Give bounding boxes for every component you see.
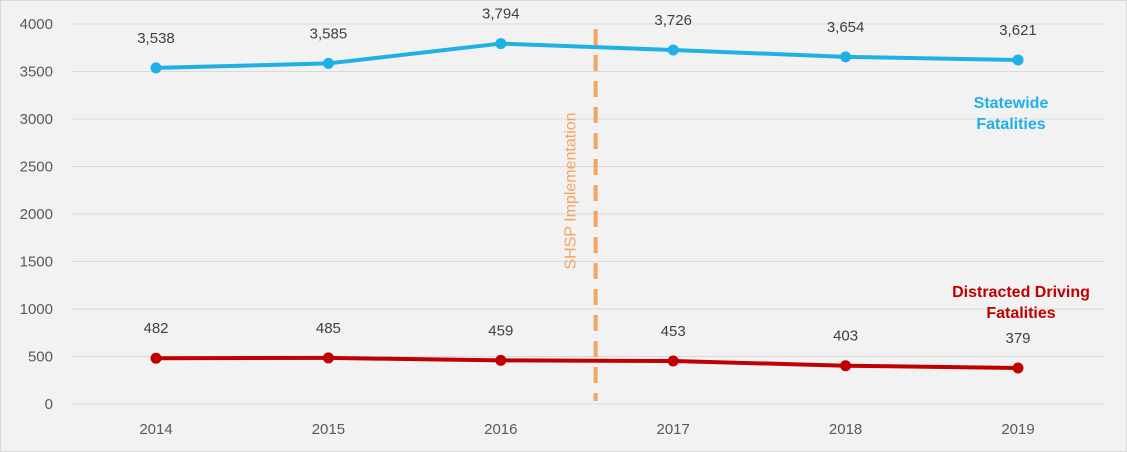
series-1-label-2017: 453 bbox=[661, 323, 686, 340]
series-line-0 bbox=[154, 41, 1020, 70]
series-1-label-2015: 485 bbox=[316, 320, 341, 337]
y-tick-label-2500: 2500 bbox=[20, 159, 53, 176]
series-name-line-0-0: Statewide bbox=[974, 95, 1049, 112]
series-0-label-2015: 3,585 bbox=[310, 25, 348, 42]
x-tick-label-2018: 2018 bbox=[829, 421, 862, 438]
series-1-label-2016: 459 bbox=[488, 322, 513, 339]
series-1-label-2014: 482 bbox=[143, 320, 168, 337]
series-name-line-1-0: Distracted Driving bbox=[952, 284, 1090, 301]
x-tick-label-2015: 2015 bbox=[312, 421, 345, 438]
series-0-label-2017: 3,726 bbox=[654, 12, 692, 29]
series-0-label-2019: 3,621 bbox=[999, 22, 1037, 39]
series-name-label-1: Distracted Driving Fatalities bbox=[952, 284, 1090, 322]
y-tick-label-4000: 4000 bbox=[20, 16, 53, 33]
series-1-point-2016 bbox=[495, 354, 507, 366]
series bbox=[150, 38, 1024, 374]
series-1-point-2017 bbox=[667, 355, 679, 367]
y-tick-label-1500: 1500 bbox=[20, 254, 53, 271]
annotations: SHSP Implementation bbox=[563, 29, 598, 401]
y-axis-ticks: 0 500 1000 1500 2000 2500 3000 3500 4000 bbox=[20, 16, 53, 413]
y-tick-label-2000: 2000 bbox=[20, 206, 53, 223]
x-tick-label-2014: 2014 bbox=[139, 421, 172, 438]
series-name-line-0-1: Fatalities bbox=[976, 116, 1045, 133]
series-0-point-2016 bbox=[495, 38, 507, 50]
x-axis-ticks: 2014 2015 2016 2017 2018 2019 bbox=[139, 421, 1034, 438]
series-1-point-2015 bbox=[322, 352, 334, 364]
series-1-label-2018: 403 bbox=[833, 328, 858, 345]
series-1-label-2019: 379 bbox=[1005, 330, 1030, 347]
series-0-point-2014 bbox=[150, 62, 162, 74]
data-labels: 3,538 3,585 3,794 3,726 3,654 3,621 482 485 459 4… bbox=[137, 6, 1037, 347]
series-0-point-2017 bbox=[667, 44, 679, 56]
series-0-point-2015 bbox=[322, 57, 334, 69]
gridlines bbox=[71, 23, 1104, 405]
series-1-point-2019 bbox=[1012, 362, 1024, 374]
y-tick-label-3500: 3500 bbox=[20, 64, 53, 81]
series-name-label-0: Statewide Fatalities bbox=[974, 95, 1049, 133]
series-0-point-2018 bbox=[840, 51, 852, 63]
y-tick-label-0: 0 bbox=[45, 396, 53, 413]
y-tick-label-3000: 3000 bbox=[20, 111, 53, 128]
y-tick-label-500: 500 bbox=[28, 349, 53, 366]
x-tick-label-2019: 2019 bbox=[1001, 421, 1034, 438]
series-0-point-2019 bbox=[1012, 54, 1024, 66]
series-labels: Statewide Fatalities Distracted Driving Fat… bbox=[952, 95, 1090, 322]
series-line-1 bbox=[154, 355, 1020, 370]
series-0-label-2014: 3,538 bbox=[137, 30, 175, 47]
series-1-point-2014 bbox=[150, 352, 162, 364]
series-1-point-2018 bbox=[840, 360, 852, 372]
x-tick-label-2017: 2017 bbox=[657, 421, 690, 438]
series-0-label-2018: 3,654 bbox=[827, 19, 865, 36]
shsp-implementation-label: SHSP Implementation bbox=[563, 112, 580, 269]
x-tick-label-2016: 2016 bbox=[484, 421, 517, 438]
y-tick-label-1000: 1000 bbox=[20, 301, 53, 318]
series-name-line-1-1: Fatalities bbox=[986, 305, 1055, 322]
series-0-label-2016: 3,794 bbox=[482, 6, 520, 23]
